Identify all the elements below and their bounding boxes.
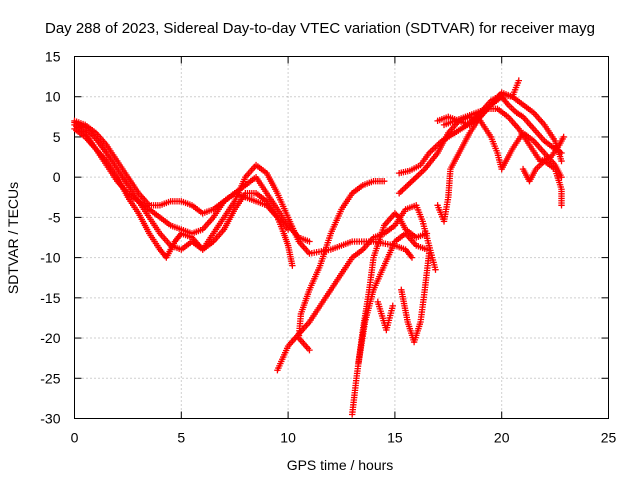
data-point <box>432 266 439 273</box>
y-tick-label: -5 <box>48 209 61 225</box>
data-point <box>425 250 433 257</box>
x-tick-label: 25 <box>601 430 617 446</box>
y-tick-label: -30 <box>40 411 60 427</box>
data-point <box>558 149 565 157</box>
data-point <box>558 202 565 209</box>
series-arc-16 <box>519 157 565 209</box>
series-arc-8 <box>355 230 431 366</box>
x-tick-label: 0 <box>71 430 79 446</box>
data-point <box>423 230 431 237</box>
series-arc-15 <box>434 77 522 129</box>
series-arc-5 <box>274 202 439 374</box>
x-tick-label: 10 <box>280 430 296 446</box>
data-point <box>306 238 313 245</box>
y-tick-label: -10 <box>40 250 60 266</box>
series-arc-7 <box>348 210 431 418</box>
x-tick-label: 20 <box>494 430 510 446</box>
data-point <box>394 212 401 220</box>
data-point <box>284 226 292 233</box>
x-tick-label: 15 <box>387 430 403 446</box>
data-point <box>423 246 431 253</box>
y-tick-label: 5 <box>53 129 61 145</box>
data-point <box>408 254 416 261</box>
x-tick-label: 5 <box>177 430 185 446</box>
x-axis-label: GPS time / hours <box>287 457 394 473</box>
y-tick-label: 0 <box>53 169 61 185</box>
chart-title: Day 288 of 2023, Sidereal Day-to-day VTE… <box>45 20 595 37</box>
y-axis-label: SDTVAR / TECUs <box>5 182 21 294</box>
y-tick-label: 10 <box>45 89 61 105</box>
plot-frame <box>74 56 609 419</box>
series-arc-4 <box>71 119 296 269</box>
series-arc-3 <box>71 125 416 261</box>
data-points <box>71 77 567 418</box>
axis-ticks: 0 5 10 15 20 25 -30 -25 -20 -15 -10 -5 0 5 10 15 <box>40 49 616 446</box>
series-arc-9 <box>374 298 396 334</box>
data-point <box>515 77 522 84</box>
series-arc-6 <box>295 177 388 354</box>
series-arc-14 <box>440 105 567 165</box>
y-tick-label: -20 <box>40 330 60 346</box>
data-point <box>289 262 296 269</box>
data-point <box>560 133 567 141</box>
data-point <box>389 302 396 310</box>
data-point <box>381 177 388 185</box>
y-tick-label: 15 <box>45 49 61 65</box>
y-tick-label: -15 <box>40 290 60 306</box>
data-point <box>558 157 565 165</box>
series-arc-10 <box>398 250 433 346</box>
data-point <box>558 173 565 181</box>
y-tick-label: -25 <box>40 370 60 386</box>
